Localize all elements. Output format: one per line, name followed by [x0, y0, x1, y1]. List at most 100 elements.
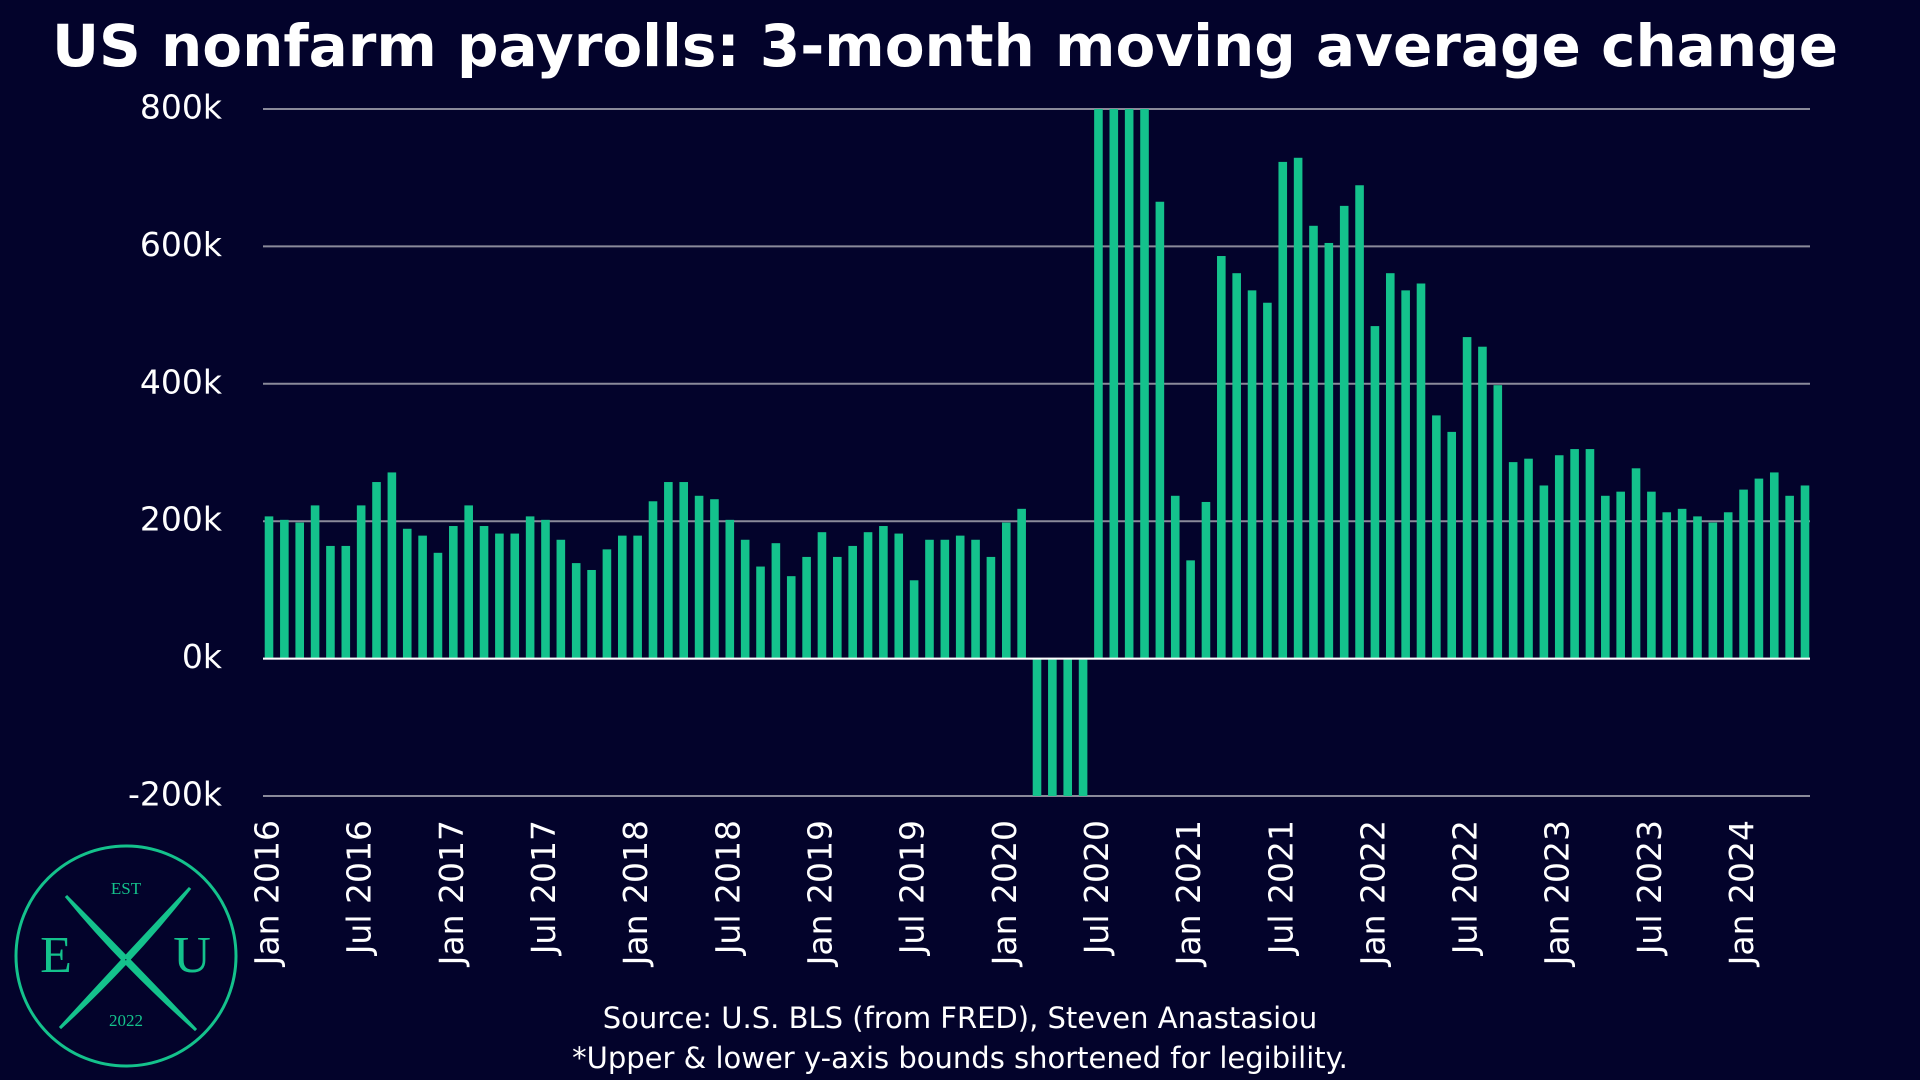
bar	[372, 482, 381, 659]
bar	[1539, 485, 1549, 659]
bar	[1554, 455, 1564, 659]
x-tick-label: Jul 2021	[1261, 820, 1300, 956]
y-tick-label: -200k	[128, 775, 223, 814]
bar	[1754, 478, 1764, 659]
logo-ring	[14, 844, 238, 1068]
bar	[955, 535, 965, 659]
bar	[1048, 658, 1057, 796]
bar	[1570, 449, 1579, 659]
y-tick-label: 600k	[140, 225, 223, 264]
bar	[1247, 290, 1257, 659]
logo-x	[58, 886, 198, 1032]
bar	[264, 516, 274, 659]
x-tick-label: Jul 2016	[340, 820, 379, 956]
bar	[479, 526, 489, 659]
bar	[1601, 495, 1610, 659]
x-tick-label: Jul 2019	[893, 820, 932, 956]
bar	[1001, 522, 1011, 659]
bar	[541, 519, 550, 659]
bar	[1493, 385, 1503, 659]
bar	[909, 580, 919, 659]
bar	[571, 563, 581, 659]
chart-title: US nonfarm payrolls: 3-month moving aver…	[52, 12, 1838, 80]
bar	[387, 472, 397, 659]
y-tick-label: 400k	[140, 362, 223, 401]
bar	[1017, 508, 1026, 659]
bar	[1324, 242, 1334, 659]
bar	[1508, 462, 1518, 659]
bar	[495, 533, 504, 659]
x-tick-label: Jan 2022	[1353, 820, 1392, 967]
bar	[1293, 157, 1303, 659]
bar	[940, 539, 950, 659]
logo-right: U	[173, 927, 211, 984]
y-tick-label: 800k	[140, 88, 223, 127]
bar	[1355, 185, 1364, 659]
x-tick-label: Jul 2017	[524, 820, 563, 956]
bar	[1462, 337, 1472, 659]
bar	[694, 495, 704, 659]
x-tick-label: Jan 2020	[985, 820, 1024, 967]
bar	[326, 545, 335, 659]
bar	[925, 539, 934, 659]
bar	[310, 505, 320, 659]
bar	[587, 569, 596, 659]
bar	[1739, 489, 1748, 659]
bar	[1800, 485, 1810, 659]
bar	[1723, 512, 1733, 659]
x-tick-label: Jan 2021	[1169, 820, 1208, 967]
bar	[1785, 495, 1794, 659]
bar	[1078, 658, 1088, 796]
bar	[771, 543, 781, 659]
bar	[1693, 516, 1702, 659]
x-tick-label: Jan 2023	[1538, 820, 1577, 967]
bar	[1063, 658, 1073, 796]
x-tick-label: Jul 2023	[1630, 820, 1669, 956]
y-tick-label: 200k	[140, 500, 223, 539]
bar	[679, 482, 689, 659]
x-tick-label: Jan 2024	[1722, 820, 1761, 967]
x-tick-label: Jan 2019	[800, 820, 839, 967]
bar	[664, 482, 673, 659]
bar	[464, 505, 473, 659]
x-tick-label: Jul 2018	[708, 820, 747, 956]
bar	[1401, 290, 1410, 659]
bar	[510, 533, 520, 659]
bar	[756, 566, 765, 659]
bar	[1708, 522, 1718, 659]
bar	[1124, 109, 1134, 659]
bar	[556, 539, 566, 659]
bar	[402, 528, 412, 659]
x-tick-label: Jan 2018	[616, 820, 655, 967]
bar	[1616, 491, 1625, 659]
bar	[341, 545, 351, 659]
bar	[802, 556, 811, 659]
bar	[848, 545, 857, 659]
footnote: *Upper & lower y-axis bounds shortened f…	[572, 1041, 1348, 1075]
bar	[1677, 508, 1687, 659]
bar	[449, 526, 458, 659]
bar	[740, 539, 750, 659]
bar	[1309, 225, 1318, 659]
bar	[1524, 458, 1533, 659]
bar	[295, 522, 305, 659]
bar	[648, 501, 658, 659]
bar	[1416, 283, 1426, 659]
bar	[1186, 560, 1195, 659]
bar	[786, 576, 796, 659]
bar	[817, 532, 827, 659]
bar	[356, 505, 366, 659]
bar	[1339, 205, 1349, 659]
bar	[1232, 273, 1241, 659]
x-tick-label: Jan 2017	[432, 820, 471, 967]
bar	[1109, 109, 1119, 659]
bar	[710, 499, 719, 659]
x-tick-label: Jan 2016	[248, 820, 287, 967]
bar	[971, 539, 980, 659]
bar	[894, 533, 904, 659]
bar	[1647, 491, 1656, 659]
bar	[617, 535, 627, 659]
logo-bottom: 2022	[109, 1011, 143, 1030]
bar	[1585, 449, 1595, 659]
